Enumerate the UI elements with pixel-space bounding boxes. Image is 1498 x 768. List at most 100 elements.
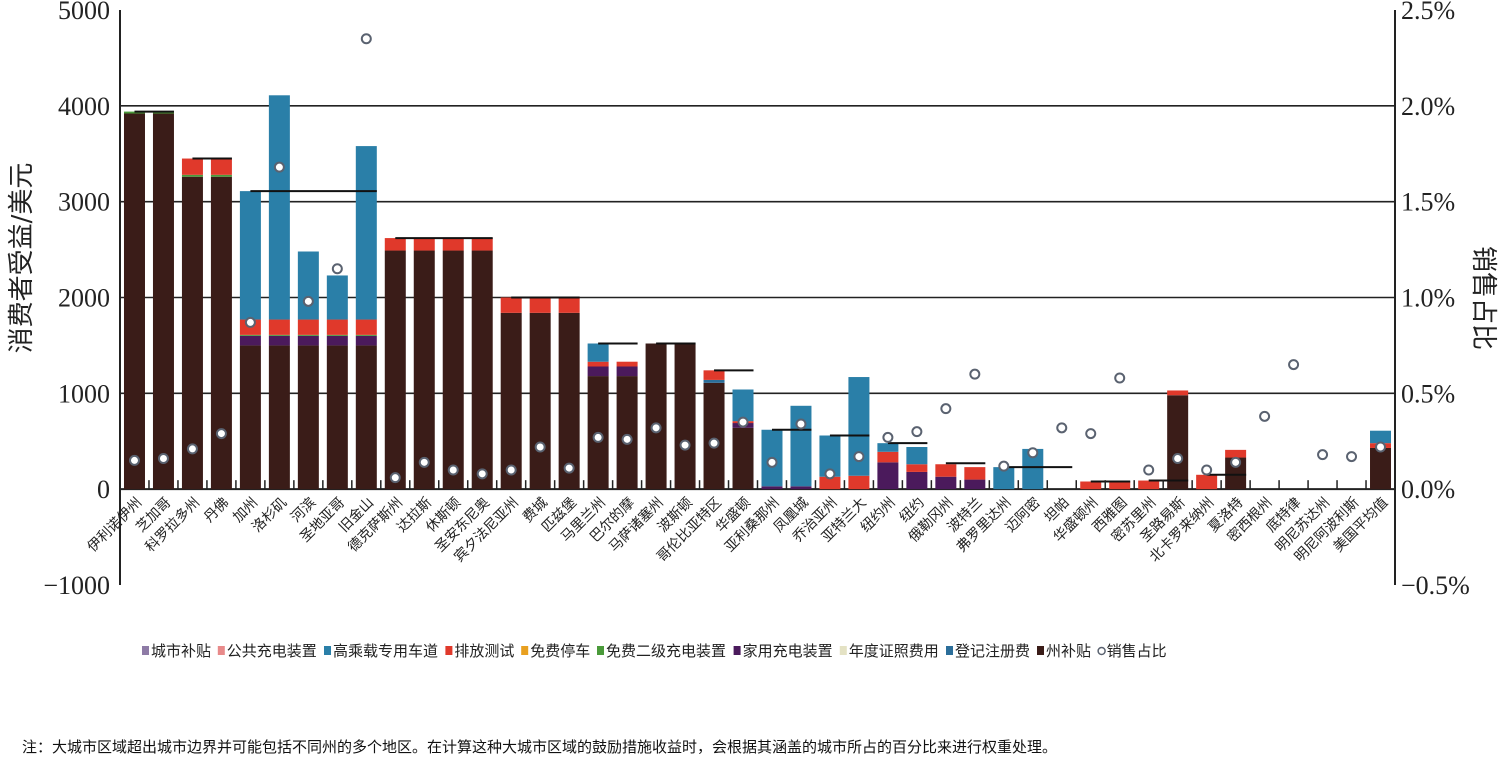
bar-segment	[268, 319, 290, 335]
axes: −1000 0 1000 2000 3000 4000 5000 −0.5% 0.0% 0.5% 1…	[43, 0, 1470, 600]
sales-share-point	[650, 422, 662, 434]
y2-tick-label: 2.0%	[1401, 92, 1455, 121]
sales-share-point	[331, 263, 343, 275]
bar-segment	[268, 335, 290, 346]
bar-segment	[239, 345, 261, 490]
bar-segment	[181, 158, 203, 175]
bar-segment	[297, 251, 319, 320]
sales-share-point	[302, 295, 314, 307]
bar-segment	[558, 297, 580, 313]
bar-segment	[587, 361, 609, 367]
legend-label: 城市补贴	[151, 642, 211, 660]
bar-segment	[1080, 481, 1102, 490]
bar-segment	[819, 435, 841, 477]
bar-segment	[616, 361, 638, 367]
bar-segment	[326, 334, 348, 336]
state-level-lines	[134, 110, 1247, 483]
bar-segment	[297, 335, 319, 346]
sales-share-point	[1230, 456, 1242, 468]
bar-segment	[210, 158, 232, 175]
y-tick-label: 3000	[58, 188, 110, 217]
bar-segment	[645, 343, 667, 490]
y-axis-title: 消费者受益/美元	[7, 163, 37, 354]
bar-segment	[210, 174, 232, 177]
sales-share-point	[1143, 464, 1155, 476]
sales-share-point	[1027, 447, 1039, 459]
sales-share-point	[360, 33, 372, 45]
legend-label: 免费二级充电装置	[606, 642, 726, 660]
x-tick-label: 丹佛	[201, 495, 232, 526]
sales-share-point	[157, 453, 169, 464]
bar-segment	[819, 476, 841, 490]
bar-segment	[413, 250, 435, 490]
bar-segment	[239, 335, 261, 346]
sales-share-point	[940, 403, 952, 415]
bar-segment	[587, 366, 609, 377]
bar-segment	[964, 479, 986, 490]
sales-share-point	[418, 456, 430, 468]
bar-segment	[1167, 390, 1189, 396]
sales-share-point	[505, 464, 517, 476]
bar-segment	[268, 334, 290, 336]
legend-label: 州补贴	[1046, 642, 1091, 660]
sales-share-point	[911, 426, 923, 438]
legend-swatch	[946, 646, 953, 655]
bar-segment	[355, 335, 377, 346]
bar-segment	[529, 297, 551, 313]
bar-segment	[500, 297, 522, 313]
y-tick-label: 2000	[58, 284, 110, 313]
sales-share-point	[1259, 410, 1271, 422]
bar-segment	[1196, 474, 1218, 490]
bar-segment	[848, 475, 870, 490]
y2-tick-label: 2.5%	[1401, 0, 1455, 25]
bar-segment	[297, 345, 319, 490]
bar-segment	[1109, 481, 1131, 490]
legend-swatch	[142, 646, 149, 655]
legend-label: 高乘载专用车道	[333, 642, 438, 660]
sales-share-point	[737, 416, 749, 428]
legend-label: 公共充电装置	[227, 642, 317, 660]
legend-label: 销售占比	[1107, 642, 1167, 660]
legend-swatch	[733, 646, 741, 655]
legend-swatch	[521, 646, 529, 655]
bar-segment	[935, 464, 957, 477]
y2-tick-label: −0.5%	[1401, 571, 1470, 600]
sales-share-point	[969, 368, 981, 380]
bar-segment	[355, 146, 377, 320]
sales-share-point	[128, 454, 140, 466]
footnote: 注：大城市区域超出城市边界并可能包括不同州的多个地区。在计算这种大城市区域的鼓励…	[22, 738, 1057, 756]
sales-share-point	[215, 428, 227, 440]
bar-segment	[790, 405, 812, 487]
bar-segment	[703, 382, 725, 490]
bar-segment	[1225, 457, 1247, 490]
bar-segment	[239, 191, 261, 320]
bar-segment	[355, 345, 377, 490]
sales-share-point	[447, 464, 459, 476]
legend-swatch	[839, 646, 847, 655]
bar-segment	[732, 389, 754, 422]
sales-share-point	[273, 161, 285, 173]
sales-share-point	[882, 431, 894, 443]
bar-segment	[616, 366, 638, 377]
y2-tick-label: 1.0%	[1401, 284, 1455, 313]
bar-segment	[906, 471, 928, 490]
y2-tick-label: 0.0%	[1401, 475, 1455, 504]
sales-share-point	[795, 418, 807, 430]
bar-segment	[123, 113, 145, 490]
bar-segment	[268, 345, 290, 490]
bar-segment	[761, 486, 783, 490]
bar-segment	[384, 250, 406, 490]
bar-segment	[529, 312, 551, 490]
sales-share-point	[1317, 449, 1329, 461]
sales-share-point	[563, 462, 575, 474]
bar-segment	[558, 312, 580, 490]
bar-segment	[1022, 448, 1044, 490]
sales-share-point	[534, 441, 546, 453]
sales-share-point	[766, 456, 778, 468]
bar-segment	[239, 334, 261, 336]
bars	[123, 95, 1392, 490]
legend-label: 免费停车	[530, 642, 590, 660]
bar-segment	[1167, 395, 1189, 490]
sales-share-point	[1288, 359, 1300, 371]
sales-share-point	[1114, 372, 1126, 384]
